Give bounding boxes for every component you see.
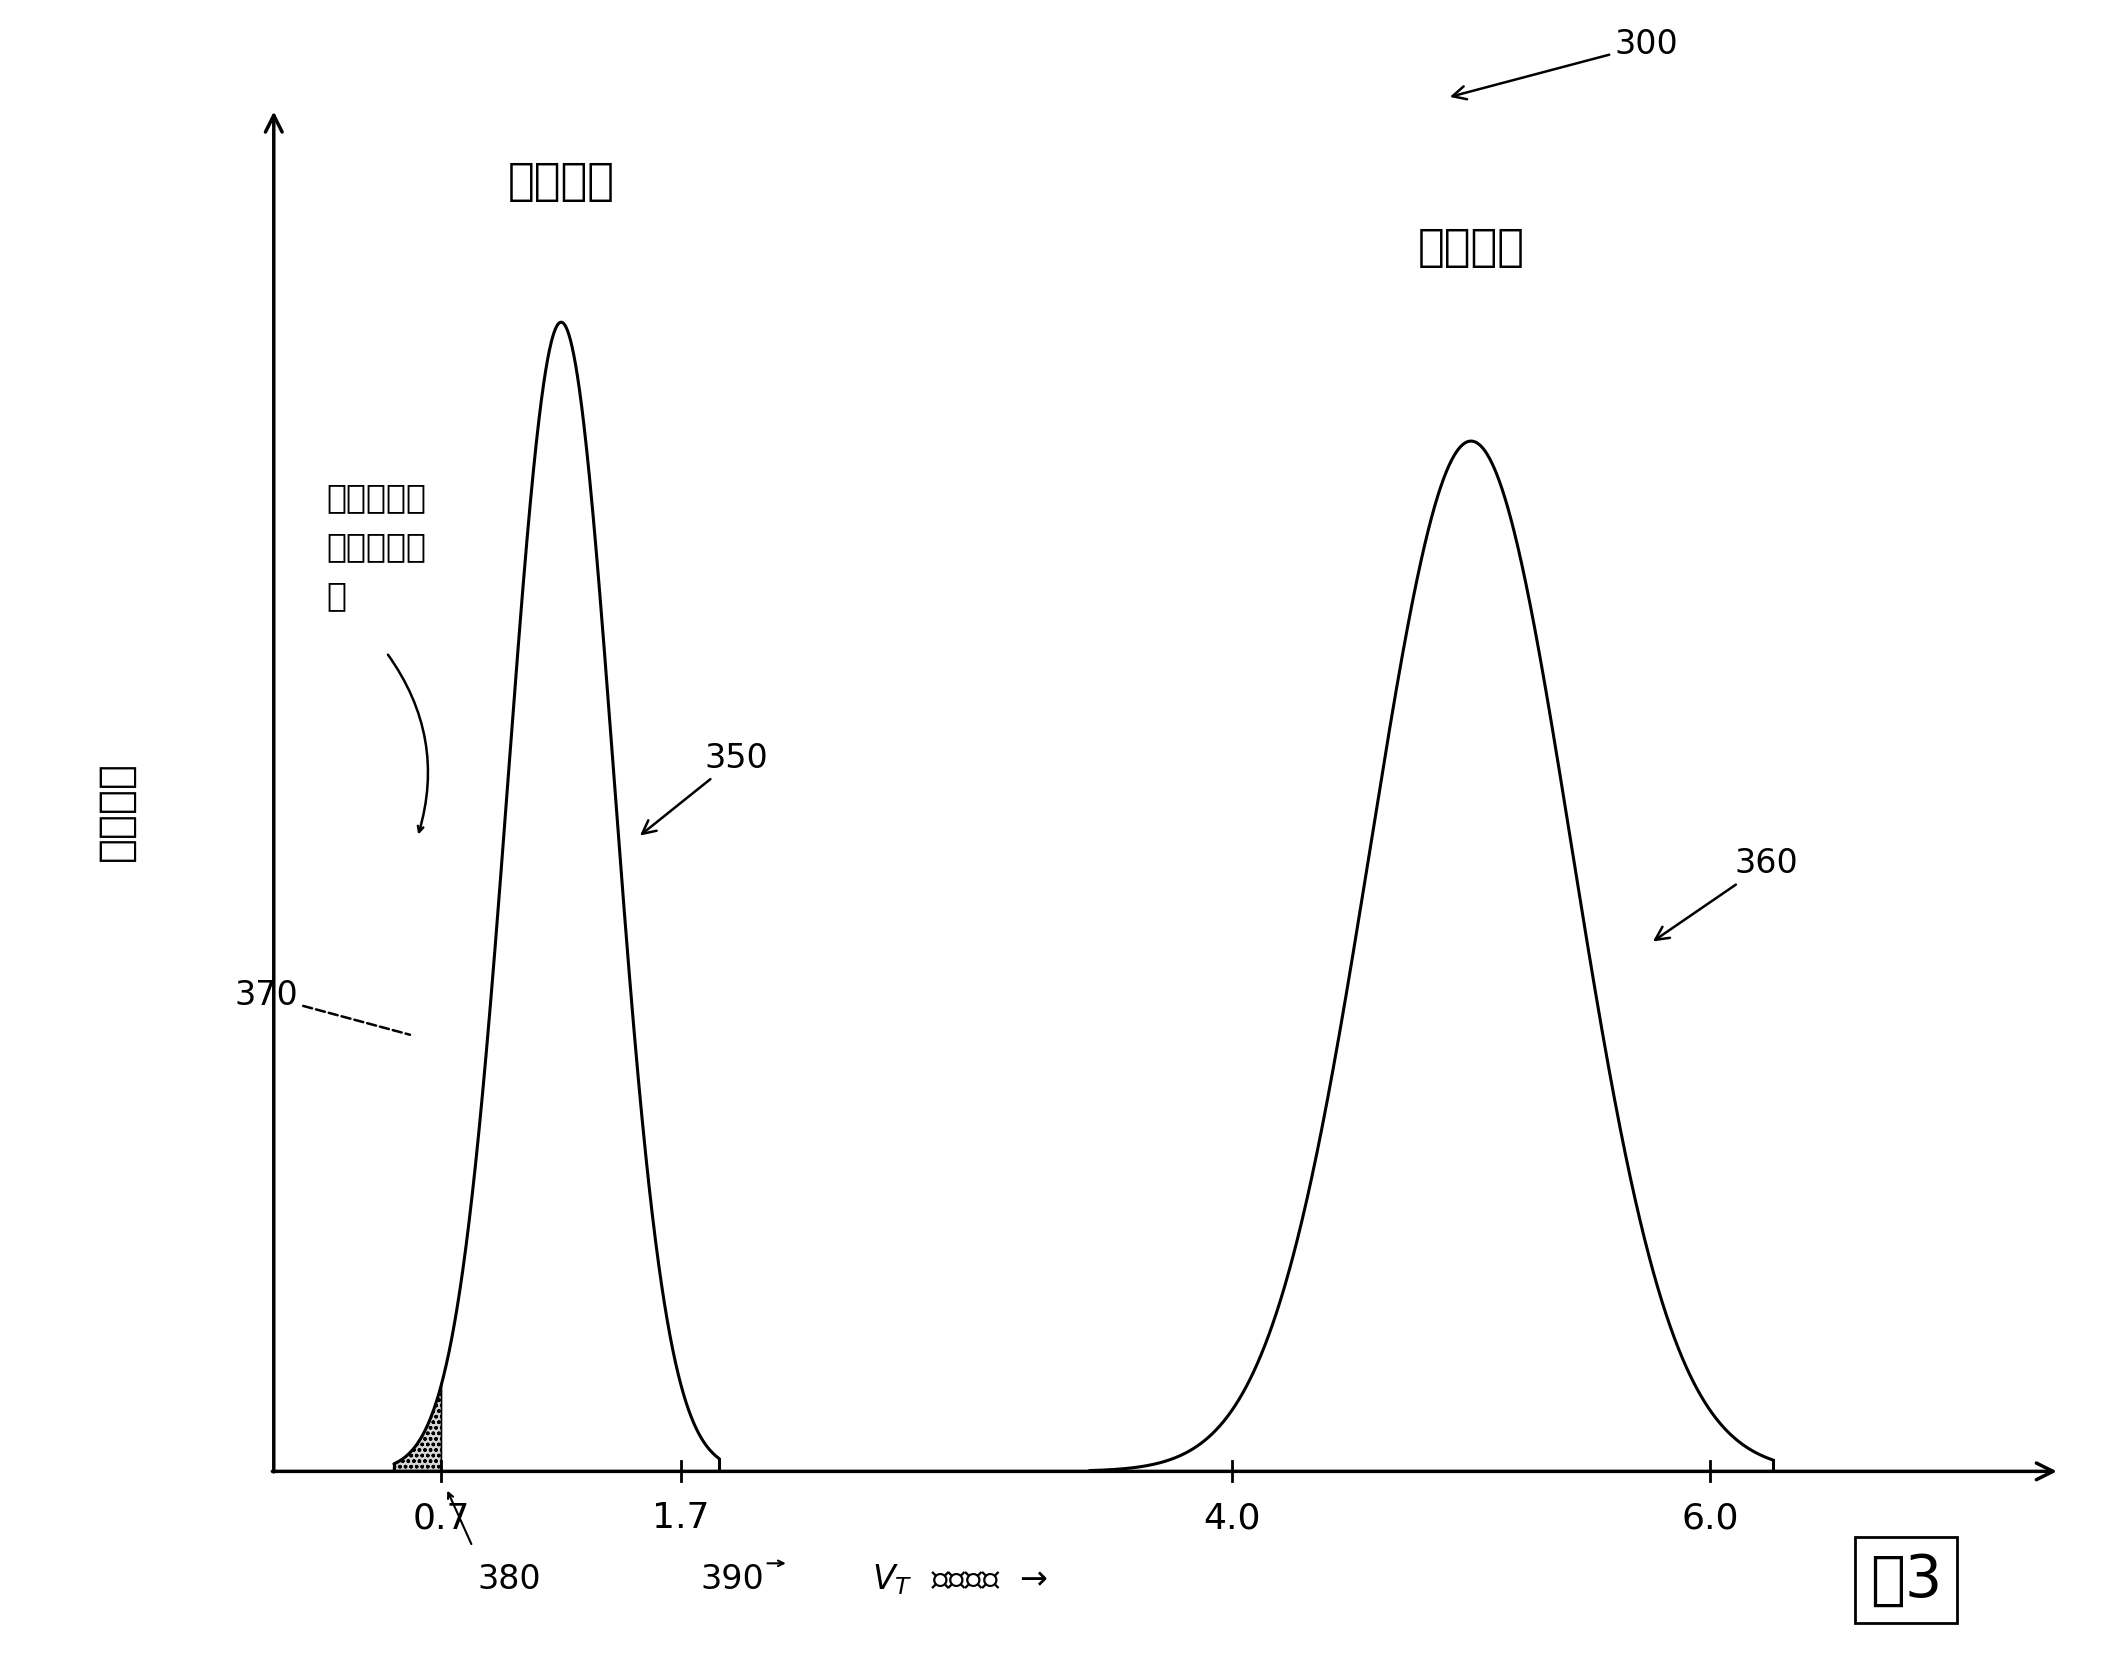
Text: 300: 300: [1453, 28, 1678, 99]
Text: 360: 360: [1655, 848, 1799, 940]
Text: 编程分布: 编程分布: [1417, 226, 1525, 269]
Text: 350: 350: [642, 742, 769, 834]
Text: 图3: 图3: [1870, 1552, 1942, 1608]
Text: 380: 380: [478, 1563, 541, 1597]
Text: 370: 370: [234, 980, 411, 1035]
Text: 390: 390: [701, 1563, 764, 1597]
Text: 4.0: 4.0: [1203, 1501, 1259, 1535]
Text: 0.7: 0.7: [413, 1501, 470, 1535]
Text: $V_T$  （伏特）  →: $V_T$ （伏特） →: [872, 1563, 1049, 1597]
Text: 位的数目: 位的数目: [95, 761, 137, 861]
Polygon shape: [394, 1384, 442, 1471]
Text: 需要软编程
的过度擦除
位: 需要软编程 的过度擦除 位: [326, 482, 425, 612]
Text: 1.7: 1.7: [653, 1501, 710, 1535]
Text: 6.0: 6.0: [1683, 1501, 1740, 1535]
Text: 擦除分布: 擦除分布: [508, 161, 615, 204]
